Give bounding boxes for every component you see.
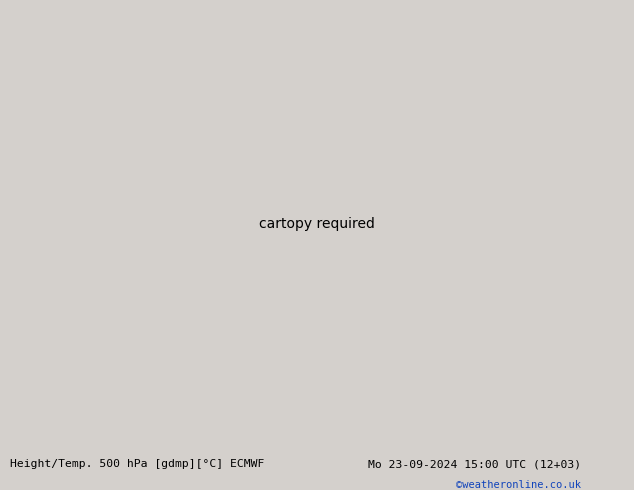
Text: Height/Temp. 500 hPa [gdmp][°C] ECMWF: Height/Temp. 500 hPa [gdmp][°C] ECMWF — [10, 459, 264, 469]
Text: cartopy required: cartopy required — [259, 217, 375, 231]
Text: ©weatheronline.co.uk: ©weatheronline.co.uk — [456, 480, 581, 490]
Text: Mo 23-09-2024 15:00 UTC (12+03): Mo 23-09-2024 15:00 UTC (12+03) — [368, 459, 581, 469]
